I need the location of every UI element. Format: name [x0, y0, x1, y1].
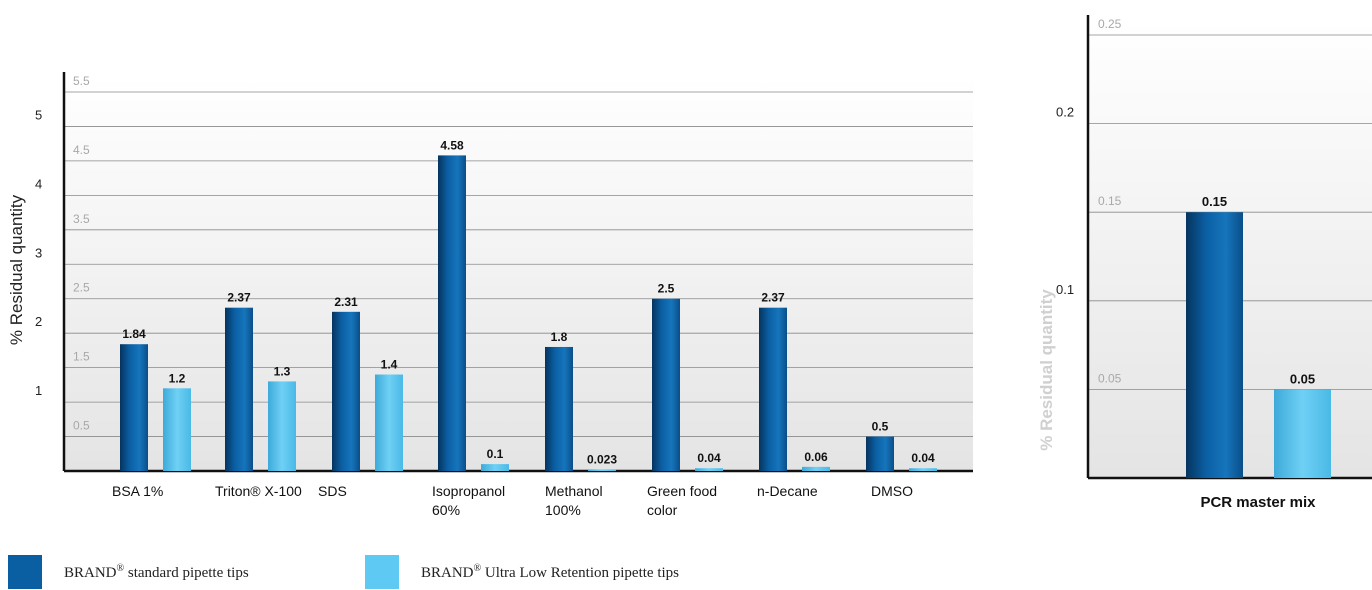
y-tick-label: 5.5 — [73, 74, 90, 88]
data-label: 1.4 — [381, 358, 398, 372]
bar — [438, 155, 466, 471]
y-tick-label: 4 — [35, 176, 42, 191]
bar — [545, 346, 573, 471]
y-tick-label: 0.1 — [1056, 282, 1074, 297]
x-tick-label: SDS — [318, 483, 347, 499]
legend-brand: BRAND — [421, 564, 474, 581]
legend-text: standard pipette tips — [124, 564, 249, 581]
y-tick-label: 0.05 — [1098, 371, 1122, 385]
y-tick-label: 3 — [35, 245, 42, 260]
data-label: 1.8 — [551, 330, 568, 344]
bar — [695, 468, 723, 471]
legend-brand: BRAND — [64, 564, 117, 581]
y-tick-label: 4.5 — [73, 143, 90, 157]
bar — [375, 374, 403, 471]
bar — [588, 469, 616, 471]
bar — [481, 464, 509, 471]
legend-reg: ® — [116, 562, 125, 574]
y-axis-label-side: % Residual quantity — [1037, 289, 1056, 451]
plot-background — [64, 77, 973, 471]
data-label: 4.58 — [440, 138, 464, 152]
bar — [163, 388, 191, 471]
bar — [866, 436, 894, 471]
y-tick-label: 0.5 — [73, 419, 90, 433]
data-label: 0.06 — [804, 450, 828, 464]
legend-swatch-standard — [8, 555, 42, 589]
data-label: 0.023 — [587, 452, 617, 466]
bar — [332, 311, 360, 471]
pcr-master-mix-chart: 0.1 0.2 0.05 0.15 0.25 0.15 0.05 PCR master mix… — [1037, 15, 1372, 511]
y-tick-label: 1.5 — [73, 350, 90, 364]
bar — [1186, 212, 1243, 478]
x-tick-label: BSA 1% — [112, 483, 163, 499]
y-tick-label: 3.5 — [73, 212, 90, 226]
bar — [268, 381, 296, 471]
data-label: 1.2 — [169, 371, 186, 385]
bar — [1274, 389, 1331, 478]
x-tick-label: Methanol 100% — [545, 483, 603, 518]
data-label: 1.84 — [122, 327, 146, 341]
data-label: 2.5 — [658, 282, 675, 296]
bar — [120, 344, 148, 471]
x-tick-label: Isopropanol 60% — [432, 483, 505, 518]
legend-standard: BRAND® standard pipette tips — [8, 555, 249, 589]
y-tick-label: 0.15 — [1098, 194, 1122, 208]
data-label: 0.15 — [1202, 194, 1227, 209]
legend-ultra-low: BRAND® Ultra Low Retention pipette tips — [365, 555, 679, 589]
data-label: 0.04 — [697, 451, 721, 465]
legend-label-ultra-low: BRAND® Ultra Low Retention pipette tips — [421, 563, 679, 582]
y-tick-label: 5 — [35, 107, 42, 122]
x-tick-label: Triton® X-100 — [215, 483, 302, 499]
legend-swatch-ultra-low — [365, 555, 399, 589]
data-label: 0.1 — [487, 447, 504, 461]
y-tick-label: 2 — [35, 314, 42, 329]
data-label: 2.31 — [334, 295, 358, 309]
x-tick-label: PCR master mix — [1200, 494, 1316, 511]
y-tick-label: 0.25 — [1098, 17, 1122, 31]
bar — [909, 468, 937, 471]
data-label: 1.3 — [274, 364, 291, 378]
bar — [225, 307, 253, 471]
y-tick-label: 2.5 — [73, 281, 90, 295]
legend-reg: ® — [473, 562, 482, 574]
data-label: 0.5 — [872, 420, 889, 434]
x-tick-label: n-Decane — [757, 483, 818, 499]
y-tick-label: 1 — [35, 383, 42, 398]
data-label: 2.37 — [761, 291, 785, 305]
bar — [802, 466, 830, 471]
residual-quantity-chart: 1 2 3 4 5 0.5 1.5 2.5 3.5 4.5 5.5 1.84 1.2 BSA 1% 2.37… — [7, 72, 973, 518]
y-tick-label: 0.2 — [1056, 105, 1074, 120]
y-axis-label: % Residual quantity — [7, 194, 26, 345]
bar — [759, 307, 787, 471]
x-tick-label: Green food color — [647, 483, 717, 518]
legend-label-standard: BRAND® standard pipette tips — [64, 563, 249, 582]
x-tick-label: DMSO — [871, 483, 913, 499]
data-label: 2.37 — [227, 291, 251, 305]
bar — [652, 298, 680, 471]
data-label: 0.05 — [1290, 371, 1315, 386]
legend-text: Ultra Low Retention pipette tips — [481, 564, 680, 581]
data-label: 0.04 — [911, 451, 935, 465]
